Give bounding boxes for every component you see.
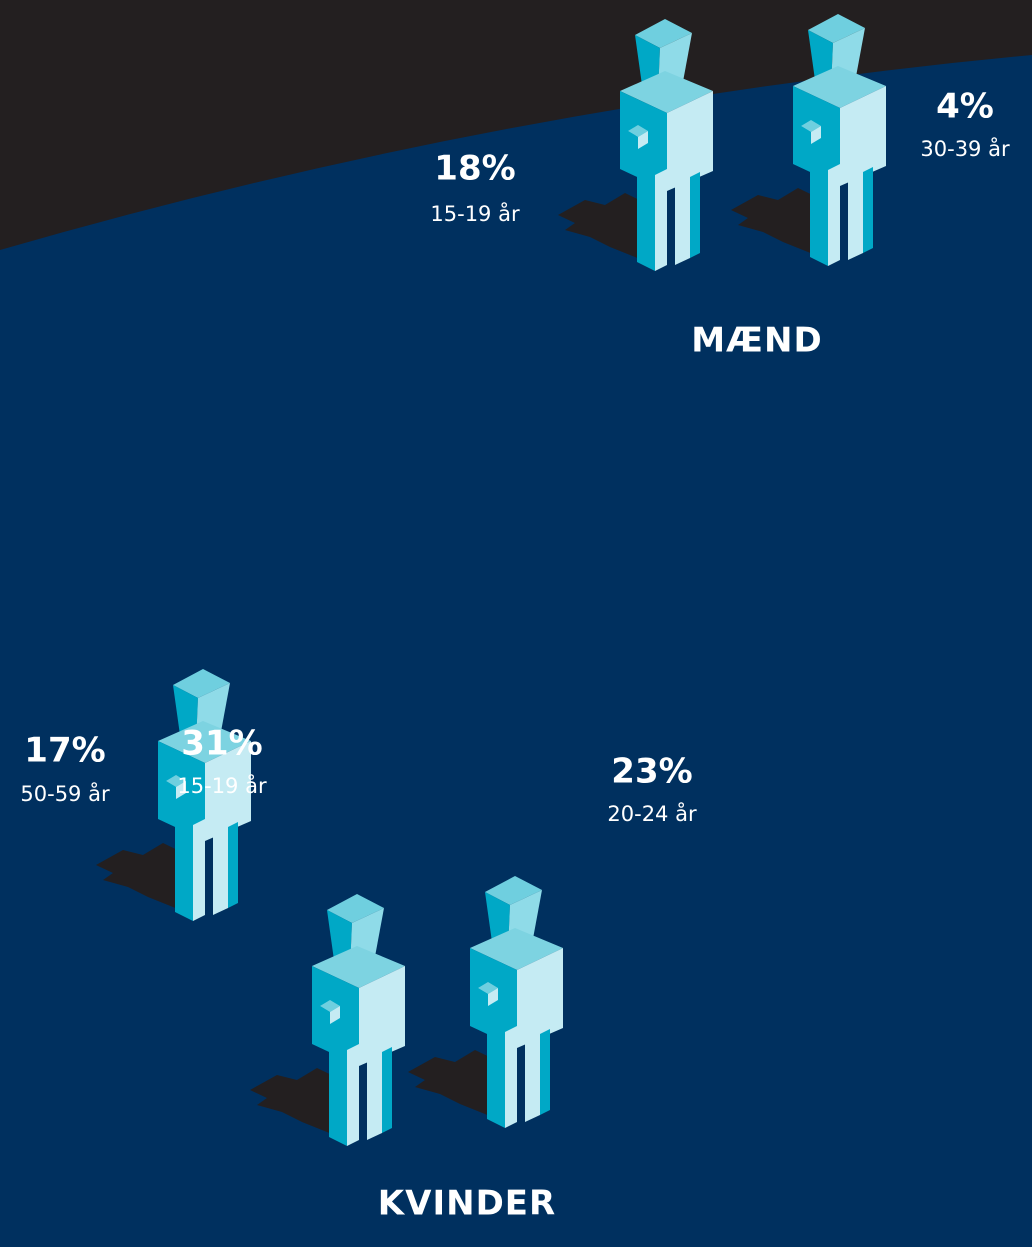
percent-label: 17% (24, 731, 105, 771)
age-label: 15-19 år (177, 773, 267, 798)
dark-horizon (0, 0, 1032, 250)
percent-label: 18% (434, 149, 515, 189)
percent-label: 23% (611, 752, 692, 792)
age-label: 15-19 år (430, 201, 520, 226)
age-label: 50-59 år (20, 781, 110, 806)
group-title: MÆND (691, 321, 822, 361)
age-label: 30-39 år (920, 136, 1010, 161)
group-title: KVINDER (378, 1184, 556, 1224)
age-label: 20-24 år (607, 801, 697, 826)
percent-label: 4% (936, 87, 994, 127)
percent-label: 31% (181, 724, 262, 764)
